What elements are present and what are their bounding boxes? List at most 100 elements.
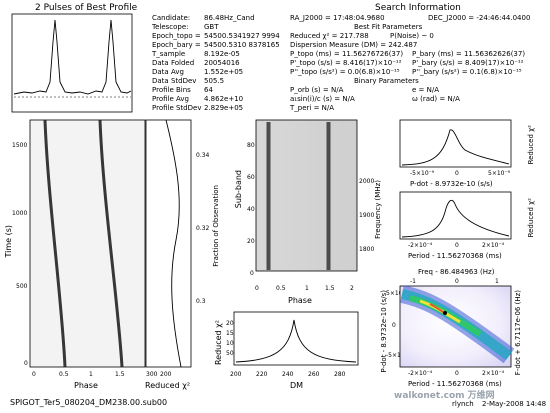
time-tick-0: 0 — [24, 360, 28, 367]
freq-y-tick-0: 0 — [392, 322, 396, 329]
profile-stddev-label: Profile StdDev — [152, 104, 202, 112]
profile-title: 2 Pulses of Best Profile — [35, 3, 138, 13]
time-tick-500: 500 — [16, 283, 28, 290]
dm-y-tick-50: 50 — [226, 350, 234, 357]
freq-y-tick-pos: 5×10⁻⁹ — [386, 290, 409, 297]
dm-value: Dispersion Measure (DM) = 242.487 — [290, 41, 418, 49]
sub-phase-tick-0.5: 0.5 — [276, 285, 286, 292]
period-axis-label: Period - 11.56270368 (ms) — [408, 252, 502, 260]
p-topo-value: P_topo (ms) = 11.56276726(37) — [290, 50, 404, 58]
subband-axis-label: Sub-band — [234, 170, 243, 209]
sub-phase-tick-1.5: 1.5 — [325, 285, 335, 292]
epoch-bary-value: 54500.5310 8378165 — [204, 41, 280, 49]
sub-phase-axis-label: Phase — [288, 296, 312, 305]
dm-x-tick-220: 220 — [256, 371, 268, 378]
profile-bins-label: Profile Bins — [152, 86, 191, 94]
frac-tick-0.34: 0.34 — [196, 152, 210, 159]
data-folded-value: 20054016 — [204, 59, 240, 67]
chi-side-panel — [145, 119, 192, 368]
epoch-topo-value: 54500.5341927 9994 — [204, 32, 280, 40]
period-x-tick-0: 0 — [455, 242, 459, 249]
frac-tick-0.32: 0.32 — [196, 225, 210, 232]
ra-value: RA_J2000 = 17:48:04.9680 — [290, 14, 385, 22]
dm-x-tick-260: 260 — [308, 371, 320, 378]
phase-tick-0.5: 0.5 — [59, 371, 69, 378]
pdot-plot — [399, 119, 512, 168]
p-noise-value: P(Noise) ~ 0 — [390, 32, 434, 40]
pdot-bary-value: P'_bary (s/s) = 8.409(17)×10⁻¹² — [412, 59, 524, 67]
phase-tick-0: 0 — [32, 371, 36, 378]
watermark-text: walkonet.com 万维网 — [394, 391, 495, 401]
data-avg-label: Data Avg — [152, 68, 184, 76]
period-pdot-colormap — [399, 285, 515, 368]
dm-y-tick-150: 150 — [226, 330, 238, 337]
dm-plot — [233, 311, 359, 366]
profile-avg-label: Profile Avg — [152, 95, 189, 103]
telescope-value: GBT — [204, 23, 219, 31]
sub-tick-40: 40 — [247, 206, 255, 213]
dm-x-tick-240: 240 — [282, 371, 294, 378]
reduced-chi-value: Reduced χ² = 217.788 — [290, 32, 369, 40]
epoch-topo-label: Epoch_topo = — [152, 32, 201, 40]
dm-x-tick-280: 280 — [334, 371, 346, 378]
period-x-tick-pos: 2×10⁻⁴ — [482, 242, 505, 249]
p-orb-value: P_orb (s) = N/A — [290, 86, 344, 94]
profile-stddev-value: 2.829e+05 — [204, 104, 244, 112]
e-value: e = N/A — [412, 86, 440, 94]
dm-y-tick-200: 200 — [226, 320, 238, 327]
cmap-x-tick-neg: -2×10⁻⁴ — [408, 370, 433, 377]
profile-avg-value: 4.862e+10 — [204, 95, 244, 103]
data-stddev-label: Data StdDev — [152, 77, 197, 85]
freq-y-tick-neg: -5×10⁻⁹ — [386, 352, 411, 359]
pdot-x-tick-0: 0 — [455, 170, 459, 177]
freq-ylabel: P-dot - 8.9732e-10 (s/s) — [380, 290, 388, 373]
asini-value: a₁sin(i)/c (s) = N/A — [290, 95, 355, 103]
fraction-axis-label: Fraction of Observation — [212, 185, 220, 267]
frac-tick-0.3: 0.3 — [196, 298, 206, 305]
telescope-label: Telescope: — [152, 23, 189, 31]
dm-axis-label: DM — [290, 381, 304, 390]
sub-tick-60: 60 — [247, 174, 255, 181]
freq-top-tick-0: 0 — [455, 278, 459, 285]
sub-tick-80: 80 — [247, 142, 255, 149]
profile-bins-value: 64 — [204, 86, 213, 94]
candidate-label: Candidate: — [152, 14, 191, 22]
tsample-label: T_sample — [152, 50, 186, 58]
dm-y-tick-100: 100 — [226, 340, 238, 347]
binary-title: Binary Parameters — [354, 77, 419, 85]
pulse-profile-plot — [11, 13, 133, 113]
data-folded-label: Data Folded — [152, 59, 195, 67]
subband-plot — [255, 119, 358, 272]
time-axis-label: Time (s) — [4, 225, 13, 258]
epoch-bary-label: Epoch_bary = — [152, 41, 201, 49]
chi-tick-200: 200 — [160, 371, 172, 378]
period-plot — [399, 191, 512, 240]
candidate-value: 86.48Hz_Cand — [204, 14, 255, 22]
cmap-x-tick-pos: 2×10⁻⁴ — [482, 370, 505, 377]
sub-tick-0: 0 — [250, 270, 254, 277]
dm-chi-axis-label: Reduced χ² — [214, 320, 223, 366]
dm-x-tick-200: 200 — [230, 371, 242, 378]
best-fit-title: Best Fit Parameters — [354, 23, 423, 31]
omega-value: ω (rad) = N/A — [412, 95, 460, 103]
pdot-x-tick-pos: 5×10⁻⁹ — [488, 170, 511, 177]
data-avg-value: 1.552e+05 — [204, 68, 244, 76]
time-tick-1500: 1500 — [12, 142, 28, 149]
pddot-bary-value: P''_bary (s/s²) = 0.1(6.8)×10⁻¹⁵ — [412, 68, 522, 76]
pdot-axis-label: P-dot - 8.9732e-10 (s/s) — [410, 180, 493, 188]
chi-axis-label: Reduced χ² — [145, 381, 191, 390]
cmap-x-tick-0: 0 — [455, 370, 459, 377]
sub-phase-tick-1: 1 — [305, 285, 309, 292]
time-phase-plot — [29, 119, 146, 368]
phase-tick-1: 1 — [89, 371, 93, 378]
phase-tick-1.5: 1.5 — [115, 371, 125, 378]
footer-filename: SPIGOT_Ter5_080204_DM238.00.sub00 — [10, 398, 168, 407]
freq-tick-1800: 1800 — [359, 246, 375, 253]
fdot-axis-label: F-dot + 6.7117e-06 (Hz) — [514, 290, 522, 376]
phase-axis-label: Phase — [74, 381, 98, 390]
chi-tick-300: 300 — [146, 371, 158, 378]
freq-top-label: Freq - 86.484963 (Hz) — [418, 268, 495, 276]
pdot-topo-value: P'_topo (s/s) = 8.416(17)×10⁻¹² — [290, 59, 402, 67]
pdot-chi-axis-label: Reduced χ² — [527, 125, 535, 165]
search-info-title: Search Information — [375, 3, 461, 13]
